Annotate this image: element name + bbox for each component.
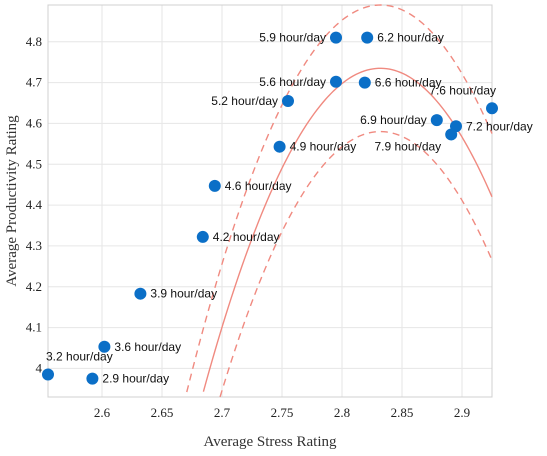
y-tick-label: 4.3 xyxy=(26,238,42,253)
y-tick-label: 4.7 xyxy=(26,75,43,90)
point-label: 6.9 hour/day xyxy=(360,113,427,127)
plot-frame xyxy=(47,4,493,398)
fit-line xyxy=(202,67,493,392)
point-label: 7.2 hour/day xyxy=(466,119,533,133)
x-tick-label: 2.6 xyxy=(94,405,111,420)
y-tick-label: 4 xyxy=(36,360,43,375)
data-point xyxy=(445,128,458,141)
y-tick-label: 4.6 xyxy=(26,115,43,130)
data-point xyxy=(430,114,443,127)
point-label: 2.9 hour/day xyxy=(102,372,169,386)
data-points xyxy=(42,31,498,385)
data-point xyxy=(361,31,374,44)
y-axis-ticks: 4 4.1 4.2 4.3 4.4 4.5 4.6 4.7 4.8 xyxy=(26,34,43,376)
point-label: 7.6 hour/day xyxy=(429,83,496,97)
x-tick-label: 2.85 xyxy=(391,405,414,420)
point-label: 6.6 hour/day xyxy=(375,76,442,90)
point-label: 6.2 hour/day xyxy=(377,31,444,45)
y-tick-label: 4.4 xyxy=(26,197,43,212)
x-axis-label: Average Stress Rating xyxy=(203,434,337,450)
data-point xyxy=(486,102,498,115)
y-tick-label: 4.5 xyxy=(26,156,42,171)
data-point xyxy=(330,31,342,44)
x-tick-label: 2.75 xyxy=(271,405,294,420)
data-point xyxy=(358,76,371,89)
point-label: 7.9 hour/day xyxy=(374,139,441,153)
data-point xyxy=(330,75,342,88)
point-labels: 3.2 hour/day 2.9 hour/day 3.6 hour/day 3.9 … xyxy=(46,31,533,386)
grid xyxy=(48,5,492,397)
x-tick-label: 2.9 xyxy=(454,405,470,420)
fit-curves xyxy=(186,4,493,398)
y-tick-label: 4.2 xyxy=(26,279,42,294)
point-label: 3.6 hour/day xyxy=(114,340,181,354)
upper-bound-line xyxy=(186,4,493,393)
y-tick-label: 4.8 xyxy=(26,34,42,49)
y-tick-label: 4.1 xyxy=(26,320,42,335)
data-point xyxy=(98,340,111,353)
point-label: 5.6 hour/day xyxy=(259,75,326,89)
data-point xyxy=(282,94,294,107)
point-label: 4.9 hour/day xyxy=(290,140,357,154)
data-point xyxy=(208,179,221,192)
data-point xyxy=(42,368,54,381)
point-label: 4.6 hour/day xyxy=(225,179,292,193)
data-point xyxy=(134,287,147,300)
point-label: 3.9 hour/day xyxy=(150,287,217,301)
y-axis-label: Average Productivity Rating xyxy=(4,115,20,287)
point-label: 5.9 hour/day xyxy=(259,31,326,45)
x-tick-label: 2.65 xyxy=(151,405,174,420)
data-point xyxy=(196,230,209,243)
data-point xyxy=(86,372,99,385)
point-label: 3.2 hour/day xyxy=(46,350,113,364)
point-label: 4.2 hour/day xyxy=(213,230,280,244)
x-tick-label: 2.8 xyxy=(334,405,350,420)
data-point xyxy=(273,140,286,153)
x-axis-ticks: 2.6 2.65 2.7 2.75 2.8 2.85 2.9 xyxy=(94,405,470,420)
point-label: 5.2 hour/day xyxy=(211,94,278,108)
x-tick-label: 2.7 xyxy=(214,405,231,420)
lower-bound-line xyxy=(219,130,493,398)
